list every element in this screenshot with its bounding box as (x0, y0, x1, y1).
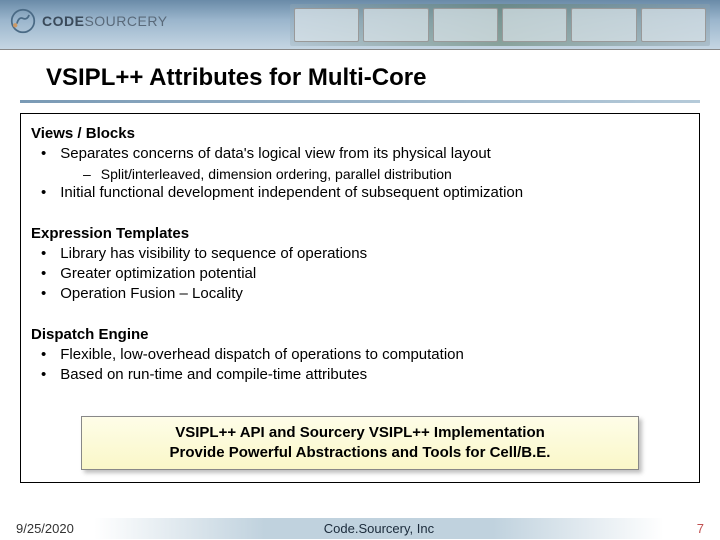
bullet: • Greater optimization potential (31, 264, 689, 284)
callout-line1: VSIPL++ API and Sourcery VSIPL++ Impleme… (92, 423, 628, 443)
brand-a: CODE (42, 13, 84, 29)
footer: 9/25/2020 Code.Sourcery, Inc 7 (0, 516, 720, 540)
bullet-text: Flexible, low-overhead dispatch of opera… (60, 345, 464, 365)
chip (294, 8, 359, 42)
section-head: Expression Templates (31, 224, 689, 244)
chip (571, 8, 636, 42)
logo: CODESOURCERY (10, 8, 168, 34)
header-chips (290, 4, 710, 46)
chip (641, 8, 706, 42)
callout-box: VSIPL++ API and Sourcery VSIPL++ Impleme… (81, 416, 639, 471)
title-underline (20, 100, 700, 103)
bullet-mark: • (41, 345, 46, 365)
sourcery-logo-icon (10, 8, 36, 34)
footer-page-number: 7 (684, 521, 704, 536)
bullet-text: Greater optimization potential (60, 264, 256, 284)
bullet: • Based on run-time and compile-time att… (31, 365, 689, 385)
bullet-text: Based on run-time and compile-time attri… (60, 365, 367, 385)
bullet: • Library has visibility to sequence of … (31, 244, 689, 264)
chip (363, 8, 428, 42)
bullet-mark: • (41, 365, 46, 385)
chip (502, 8, 567, 42)
bullet: • Flexible, low-overhead dispatch of ope… (31, 345, 689, 365)
bullet-mark: • (41, 264, 46, 284)
bullet-mark: • (41, 144, 46, 164)
bullet-text: Initial functional development independe… (60, 183, 523, 203)
sub-bullet-mark: – (83, 165, 91, 184)
bullet-text: Separates concerns of data's logical vie… (60, 144, 491, 164)
bullet-mark: • (41, 183, 46, 203)
bullet-text: Operation Fusion – Locality (60, 284, 243, 304)
logo-text: CODESOURCERY (42, 13, 168, 29)
bullet-mark: • (41, 284, 46, 304)
page-title: VSIPL++ Attributes for Multi-Core (0, 50, 720, 100)
sub-bullet: – Split/interleaved, dimension ordering,… (31, 165, 689, 184)
section-head: Dispatch Engine (31, 325, 689, 345)
bullet-text: Library has visibility to sequence of op… (60, 244, 367, 264)
bullet: • Initial functional development indepen… (31, 183, 689, 203)
section-head: Views / Blocks (31, 124, 689, 144)
callout-line2: Provide Powerful Abstractions and Tools … (92, 443, 628, 463)
header-band: CODESOURCERY (0, 0, 720, 50)
chip (433, 8, 498, 42)
content-box: Views / Blocks • Separates concerns of d… (20, 113, 700, 483)
bullet-mark: • (41, 244, 46, 264)
footer-center: Code.Sourcery, Inc (94, 518, 664, 539)
bullet: • Separates concerns of data's logical v… (31, 144, 689, 164)
footer-date: 9/25/2020 (16, 521, 74, 536)
bullet: • Operation Fusion – Locality (31, 284, 689, 304)
sub-bullet-text: Split/interleaved, dimension ordering, p… (101, 165, 452, 184)
brand-b: SOURCERY (84, 13, 167, 29)
